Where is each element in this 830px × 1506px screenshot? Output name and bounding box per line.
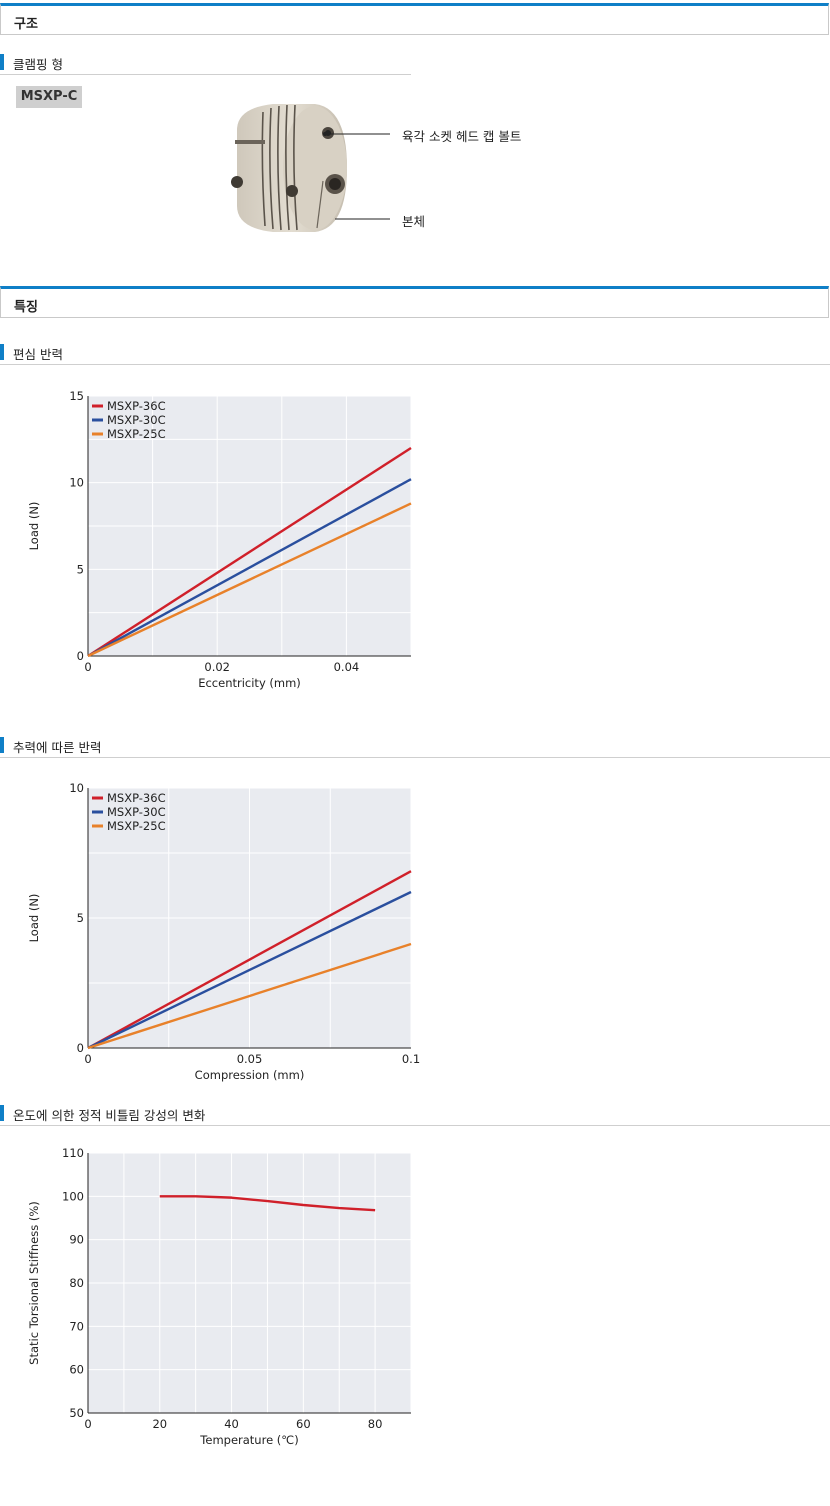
subsection-eccentric: 편심 반력 bbox=[0, 343, 830, 365]
legend-label: MSXP-25C bbox=[107, 819, 166, 833]
legend-label: MSXP-30C bbox=[107, 805, 166, 819]
section-header-structure: 구조 bbox=[0, 3, 829, 35]
x-tick-label: 60 bbox=[296, 1417, 311, 1431]
x-axis-label: Eccentricity (mm) bbox=[198, 676, 301, 690]
x-tick-label: 0.1 bbox=[402, 1052, 420, 1066]
y-axis-label: Load (N) bbox=[27, 894, 41, 943]
legend-label: MSXP-36C bbox=[107, 399, 166, 413]
y-tick-label: 10 bbox=[69, 476, 84, 490]
series-line bbox=[87, 478, 412, 658]
subsection-title: 온도에 의한 정적 비틀림 강성의 변화 bbox=[13, 1108, 206, 1123]
accent-bar bbox=[0, 344, 4, 360]
y-tick-label: 15 bbox=[69, 389, 84, 403]
x-tick-label: 20 bbox=[152, 1417, 167, 1431]
compression-load-chart: 0 0.05 0.1 0 5 10 Compression (mm) Load (N) MSXP… bbox=[27, 781, 420, 1082]
series-line bbox=[159, 1195, 376, 1212]
series-line bbox=[87, 870, 412, 1050]
y-tick-label: 80 bbox=[69, 1276, 84, 1290]
x-axis-label: Temperature (℃) bbox=[199, 1433, 298, 1447]
callout-bolt: 육각 소켓 헤드 캡 볼트 bbox=[402, 129, 522, 144]
x-axis-label: Compression (mm) bbox=[195, 1068, 305, 1082]
accent-bar bbox=[0, 737, 4, 753]
subsection-title: 클램핑 형 bbox=[13, 57, 63, 72]
subsection-clamping: 클램핑 형 bbox=[0, 53, 411, 75]
subsection-thrust: 추력에 따른 반력 bbox=[0, 736, 830, 758]
y-axis-label: Load (N) bbox=[27, 502, 41, 551]
section-header-features: 특징 bbox=[0, 286, 829, 318]
series-line bbox=[87, 502, 412, 658]
subsection-title: 추력에 따른 반력 bbox=[13, 740, 102, 755]
coupling-image bbox=[231, 104, 347, 232]
model-tag: MSXP-C bbox=[16, 86, 82, 108]
y-tick-label: 110 bbox=[62, 1146, 84, 1160]
y-tick-label: 100 bbox=[62, 1189, 84, 1203]
x-tick-label: 0 bbox=[84, 1417, 91, 1431]
x-tick-label: 80 bbox=[368, 1417, 383, 1431]
y-tick-label: 5 bbox=[77, 911, 84, 925]
x-tick-label: 0.04 bbox=[334, 660, 360, 674]
x-tick-label: 0.05 bbox=[237, 1052, 263, 1066]
y-tick-label: 60 bbox=[69, 1363, 84, 1377]
subsection-title: 편심 반력 bbox=[13, 347, 63, 362]
section-title: 특징 bbox=[14, 300, 38, 315]
y-tick-label: 5 bbox=[77, 562, 84, 576]
x-tick-label: 0.02 bbox=[204, 660, 230, 674]
y-tick-label: 70 bbox=[69, 1319, 84, 1333]
x-tick-label: 40 bbox=[224, 1417, 239, 1431]
series-line bbox=[87, 890, 412, 1050]
callout-lines bbox=[323, 132, 390, 220]
y-tick-label: 90 bbox=[69, 1233, 84, 1247]
x-tick-label: 0 bbox=[84, 660, 91, 674]
legend-label: MSXP-25C bbox=[107, 427, 166, 441]
y-tick-label: 0 bbox=[77, 1041, 84, 1055]
accent-bar bbox=[0, 1105, 4, 1121]
eccentric-load-chart: 0 0.02 0.04 0 5 10 15 Eccentricity (mm) Load (N)… bbox=[27, 389, 412, 690]
y-tick-label: 0 bbox=[77, 649, 84, 663]
legend-label: MSXP-36C bbox=[107, 791, 166, 805]
legend-label: MSXP-30C bbox=[107, 413, 166, 427]
series-line bbox=[87, 446, 412, 658]
series-line bbox=[87, 942, 412, 1050]
y-tick-label: 10 bbox=[69, 781, 84, 795]
accent-bar bbox=[0, 54, 4, 70]
x-tick-label: 0 bbox=[84, 1052, 91, 1066]
section-title: 구조 bbox=[14, 17, 38, 32]
callout-body: 본체 bbox=[402, 214, 426, 229]
subsection-temperature: 온도에 의한 정적 비틀림 강성의 변화 bbox=[0, 1104, 830, 1126]
temperature-stiffness-chart: 0 20 40 60 80 50 60 70 80 90 100 110 Temperature (℃)… bbox=[27, 1146, 412, 1447]
y-tick-label: 50 bbox=[69, 1406, 84, 1420]
y-axis-label: Static Torsional Stiffness (%) bbox=[27, 1201, 41, 1365]
